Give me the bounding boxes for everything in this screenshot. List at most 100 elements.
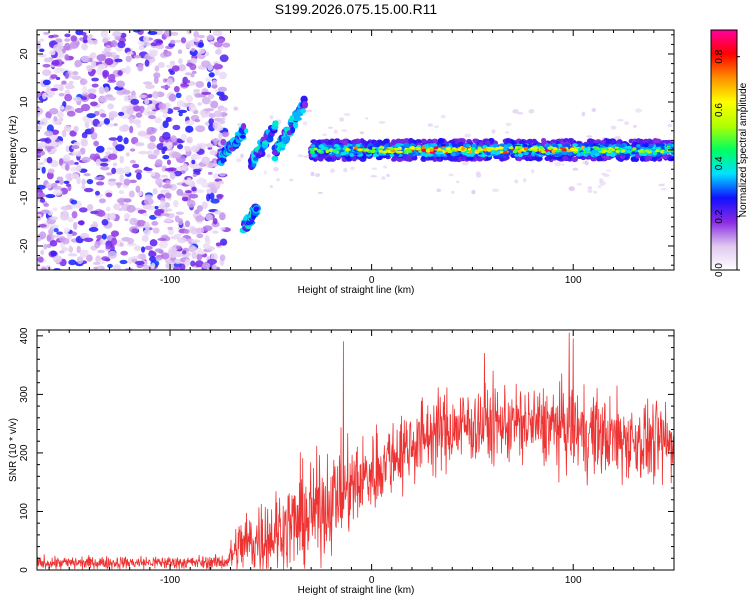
noise-blob (135, 112, 143, 118)
noise-blob (90, 127, 95, 134)
noise-blob (164, 192, 172, 199)
noise-blob (89, 153, 97, 160)
faint-blob (471, 189, 476, 195)
noise-blob (212, 218, 218, 225)
signal-blob (551, 149, 556, 154)
noise-blob (59, 236, 66, 243)
signal-blob (433, 146, 439, 150)
noise-blob (56, 111, 64, 119)
faint-blob (658, 183, 665, 187)
noise-blob (162, 113, 168, 119)
noise-blob (177, 64, 187, 72)
noise-blob (184, 179, 192, 185)
noise-blob (184, 72, 193, 76)
noise-blob (222, 42, 231, 48)
noise-blob (166, 208, 173, 212)
noise-blob (81, 178, 86, 186)
noise-blob (96, 265, 105, 270)
noise-blob (40, 209, 50, 214)
noise-blob (128, 179, 137, 184)
noise-blob (166, 159, 171, 165)
noise-blob (147, 142, 156, 150)
noise-blob (125, 152, 130, 157)
snr-series-line (37, 332, 674, 570)
noise-blob (127, 237, 135, 245)
spectrogram-xtick-label: 100 (565, 275, 582, 286)
transition-blob (240, 122, 247, 130)
signal-blob (586, 138, 594, 144)
faint-blob (554, 161, 562, 167)
noise-blob (195, 215, 205, 222)
signal-blob (445, 147, 451, 151)
noise-blob (161, 252, 170, 260)
signal-blob (405, 148, 412, 152)
noise-blob (178, 217, 184, 226)
signal-blob (645, 154, 651, 161)
signal-blob (415, 139, 422, 145)
colorbar-label: Normalized spectral amplitude (738, 82, 749, 217)
noise-blob (98, 95, 108, 103)
noise-blob (152, 227, 160, 234)
noise-blob (52, 207, 58, 212)
signal-blob (396, 151, 400, 154)
noise-blob (173, 85, 180, 93)
noise-blob (69, 160, 75, 164)
signal-blob (405, 144, 410, 149)
faint-blob (587, 189, 593, 193)
signal-blob (523, 146, 529, 151)
signal-blob (311, 153, 318, 158)
signal-blob (389, 153, 395, 157)
noise-blob (174, 233, 182, 237)
noise-blob (49, 108, 59, 115)
noise-blob (37, 107, 44, 115)
noise-blob (218, 132, 223, 139)
signal-blob (668, 156, 674, 162)
noise-blob (166, 78, 174, 86)
noise-blob (192, 173, 197, 178)
noise-blob (46, 124, 54, 133)
signal-blob (638, 138, 645, 144)
noise-blob (144, 98, 150, 105)
signal-blob (644, 149, 650, 153)
noise-blob (134, 169, 143, 174)
noise-blob (178, 263, 186, 270)
noise-blob (61, 80, 67, 85)
noise-blob (56, 118, 62, 124)
noise-blob (214, 49, 222, 55)
transition-blob (243, 128, 249, 134)
noise-blob (95, 145, 105, 153)
signal-blob (391, 157, 397, 162)
signal-blob (354, 146, 358, 150)
faint-blob (269, 185, 274, 188)
signal-blob (332, 149, 337, 153)
signal-blob (410, 145, 416, 150)
signal-blob (527, 144, 533, 148)
faint-blob (276, 178, 281, 182)
faint-blob (516, 111, 524, 115)
spectrogram-ytick-label: 20 (19, 48, 30, 60)
noise-blob (172, 199, 179, 208)
signal-blob (610, 148, 616, 152)
noise-blob (176, 100, 184, 108)
noise-blob (126, 204, 136, 213)
noise-blob (53, 43, 63, 52)
noise-blob (152, 188, 158, 195)
signal-blob (620, 149, 626, 153)
noise-blob (93, 140, 100, 147)
noise-blob (175, 211, 184, 215)
faint-blob (581, 111, 586, 117)
faint-blob (240, 153, 244, 159)
signal-blob (468, 150, 473, 154)
transition-blob (293, 116, 302, 122)
noise-blob (80, 103, 91, 112)
noise-blob (197, 247, 203, 255)
noise-blob (94, 240, 101, 249)
noise-blob (137, 40, 145, 46)
noise-blob (167, 226, 174, 231)
signal-blob (408, 153, 414, 157)
noise-blob (192, 168, 202, 173)
noise-blob (88, 227, 99, 232)
noise-blob (52, 234, 61, 239)
signal-blob (316, 149, 322, 153)
faint-blob (370, 175, 378, 178)
